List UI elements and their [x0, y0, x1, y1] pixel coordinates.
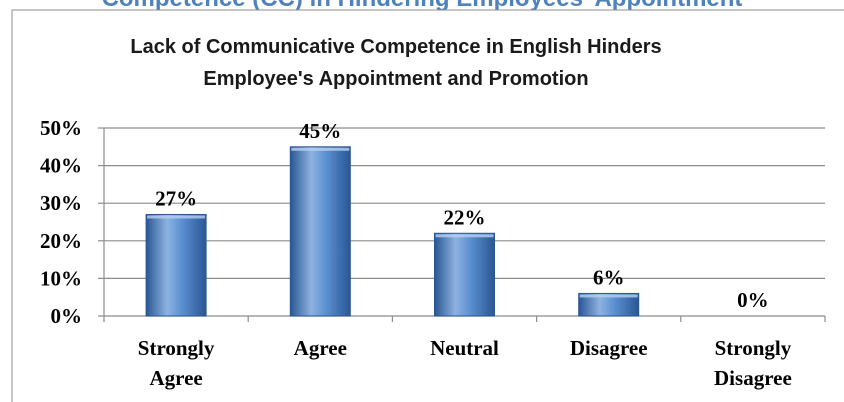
data-labels: 27% 45% 22% 6% 0%	[155, 119, 769, 312]
data-label: 0%	[737, 288, 769, 312]
bar-agree	[289, 146, 351, 317]
y-axis-tick-labels: 0% 10% 20% 30% 40% 50%	[40, 116, 82, 328]
data-label: 45%	[299, 119, 341, 143]
bars	[145, 146, 640, 317]
bar-strongly-agree	[145, 213, 207, 317]
bar-highlight	[291, 147, 350, 151]
x-axis-tick-labels: Strongly Agree Agree Neutral Disagree Strongl…	[138, 336, 792, 390]
data-label: 22%	[444, 205, 486, 229]
x-tick-label: Strongly	[138, 336, 215, 360]
bar-highlight	[579, 294, 638, 298]
chart-title-line-2: Employee's Appointment and Promotion	[203, 68, 588, 90]
x-tick-label: Strongly	[715, 336, 792, 360]
x-tick-label: Neutral	[430, 336, 499, 360]
cut-off-header: Competence (CC) in Hindering Employees' …	[102, 0, 743, 12]
x-tick-label: Disagree	[570, 336, 648, 360]
bar-highlight	[435, 234, 494, 238]
x-tick-label: Disagree	[714, 366, 792, 390]
data-label: 27%	[155, 186, 197, 210]
chart-frame	[11, 9, 844, 402]
x-tick-label: Agree	[149, 366, 202, 390]
y-tick-label: 10%	[40, 266, 82, 290]
y-tick-label: 20%	[40, 229, 82, 253]
bar-disagree	[578, 292, 640, 317]
chart-title-line-1: Lack of Communicative Competence in Engl…	[130, 36, 661, 58]
y-tick-label: 30%	[40, 191, 82, 215]
data-label: 6%	[593, 265, 625, 289]
x-tick-label: Agree	[294, 336, 347, 360]
y-tick-label: 0%	[51, 304, 83, 328]
bar-neutral	[434, 232, 495, 317]
bar-highlight	[147, 215, 206, 219]
y-tick-label: 40%	[40, 154, 82, 178]
y-tick-label: 50%	[40, 116, 82, 140]
